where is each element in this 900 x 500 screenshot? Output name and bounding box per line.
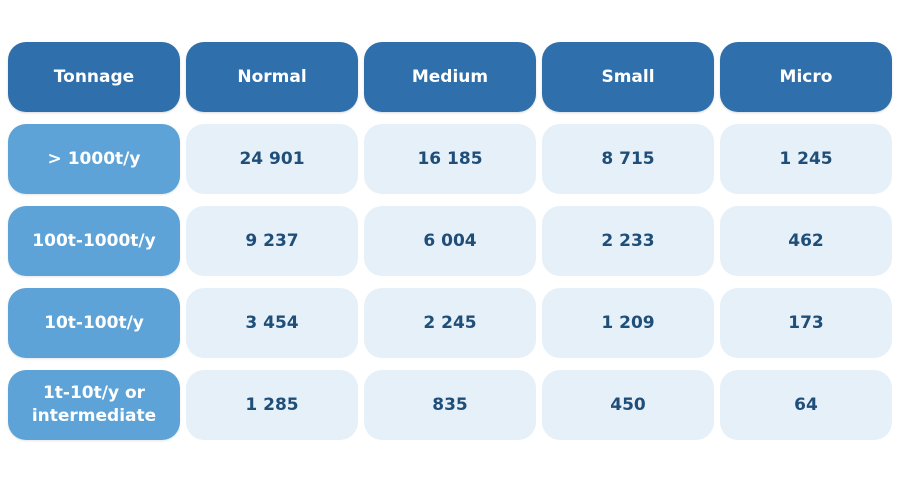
column-header: Normal: [186, 42, 358, 112]
row-header: 10t-100t/y: [8, 288, 180, 358]
table-cell: 9 237: [186, 206, 358, 276]
table-cell: 835: [364, 370, 536, 440]
row-header: > 1000t/y: [8, 124, 180, 194]
table-cell: 1 245: [720, 124, 892, 194]
table-cell: 8 715: [542, 124, 714, 194]
table-cell: 64: [720, 370, 892, 440]
table-cell: 450: [542, 370, 714, 440]
table-cell: 462: [720, 206, 892, 276]
table-cell: 6 004: [364, 206, 536, 276]
column-header: Micro: [720, 42, 892, 112]
table-cell: 3 454: [186, 288, 358, 358]
table-cell: 24 901: [186, 124, 358, 194]
row-header: 1t-10t/y or intermediate: [8, 370, 180, 440]
column-header: Medium: [364, 42, 536, 112]
table-cell: 1 285: [186, 370, 358, 440]
row-header: 100t-1000t/y: [8, 206, 180, 276]
column-header: Tonnage: [8, 42, 180, 112]
table-cell: 16 185: [364, 124, 536, 194]
table-cell: 1 209: [542, 288, 714, 358]
table-cell: 2 233: [542, 206, 714, 276]
column-header: Small: [542, 42, 714, 112]
table-cell: 173: [720, 288, 892, 358]
table-cell: 2 245: [364, 288, 536, 358]
tonnage-table: Tonnage Normal Medium Small Micro > 1000t/y 24…: [8, 42, 892, 440]
